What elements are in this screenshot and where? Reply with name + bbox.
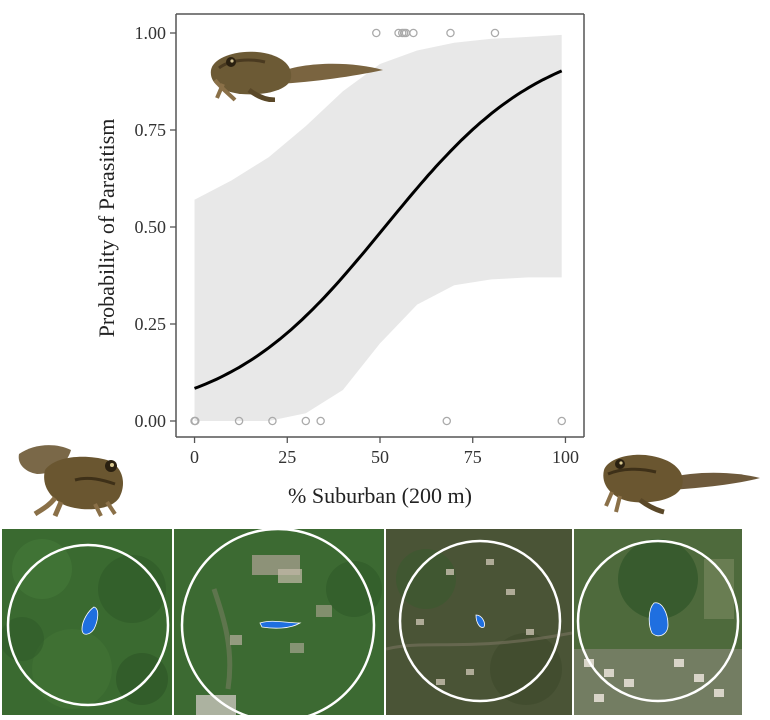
x-tick-label: 75: [464, 447, 482, 467]
pond: [259, 620, 302, 629]
data-points: [190, 28, 566, 426]
x-axis-label: % Suburban (200 m): [288, 483, 472, 508]
frog-right-illustration: [603, 454, 760, 515]
data-point: [372, 28, 381, 38]
buffer-circle: [180, 529, 376, 715]
y-axis-label: Probability of Parasitism: [94, 119, 119, 338]
aerial-map-forest: [2, 529, 172, 715]
frog-tadpole-illustration-top: [210, 51, 383, 102]
buffer-circle: [6, 543, 170, 707]
data-point: [316, 416, 325, 426]
buffer-circle: [398, 539, 562, 703]
data-point: [557, 416, 566, 426]
aerial-map-forest-light: [174, 529, 384, 715]
x-tick-label: 25: [278, 447, 296, 467]
aerial-map-mixed: [386, 529, 572, 715]
fit-curve: [193, 69, 563, 390]
data-point: [234, 416, 244, 426]
aerial-map-suburb: [574, 529, 742, 715]
y-tick-label: 1.00: [135, 23, 167, 43]
data-point: [409, 28, 418, 38]
y-tick-label: 0.25: [135, 314, 167, 334]
data-point: [191, 416, 200, 426]
y-tick-label: 0.50: [135, 217, 167, 237]
x-ticks: 0 25 50 75 100: [190, 437, 579, 467]
frog-left-illustration: [18, 445, 123, 517]
x-tick-label: 100: [552, 447, 579, 467]
x-tick-label: 50: [371, 447, 389, 467]
y-tick-label: 0.75: [135, 120, 167, 140]
data-point: [446, 28, 455, 38]
data-point: [301, 416, 311, 426]
data-point: [268, 416, 277, 426]
pond: [475, 614, 485, 628]
y-ticks: 0.00 0.25 0.50 0.75 1.00: [135, 23, 176, 431]
pond: [81, 606, 99, 635]
x-tick-label: 0: [190, 447, 199, 467]
y-tick-label: 0.00: [135, 411, 167, 431]
pond: [648, 602, 669, 637]
data-point: [442, 416, 452, 426]
data-point: [490, 28, 500, 38]
buffer-circle: [576, 539, 740, 703]
parasitism-chart: 0.00 0.25 0.50 0.75 1.00 0 25 50 75 100 % Suburb…: [94, 13, 585, 508]
